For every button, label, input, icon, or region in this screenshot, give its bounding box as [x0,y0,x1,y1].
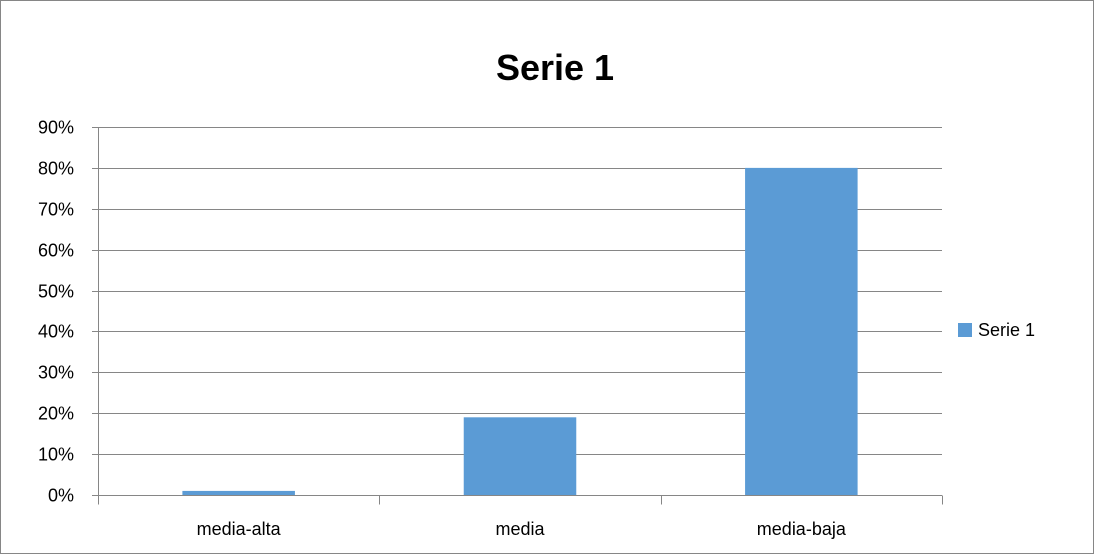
x-tick-label: media-baja [757,519,847,539]
legend: Serie 1 [958,320,1035,340]
y-tick-label: 80% [38,159,74,179]
legend-label: Serie 1 [978,320,1035,340]
y-tick-label: 30% [38,363,74,383]
bar-media-alta [182,490,295,495]
x-tick-label: media-alta [197,519,282,539]
y-tick-label: 10% [38,445,74,465]
y-tick-label: 20% [38,404,74,424]
legend-swatch [958,323,972,337]
axes: 0% 10% 20% 30% 40% 50% 60% 70% 80% 90% media-alta m… [38,118,943,539]
bar-media [463,417,577,495]
bars [182,167,858,495]
y-tick-label: 70% [38,200,74,220]
bar-media-baja [745,167,858,495]
y-tick-label: 90% [38,118,74,138]
y-tick-label: 40% [38,322,74,342]
y-tick-label: 60% [38,241,74,261]
y-tick-label: 0% [48,486,74,506]
y-tick-label: 50% [38,282,74,302]
chart-title: Serie 1 [496,47,614,88]
x-tick-label: media [495,519,545,539]
